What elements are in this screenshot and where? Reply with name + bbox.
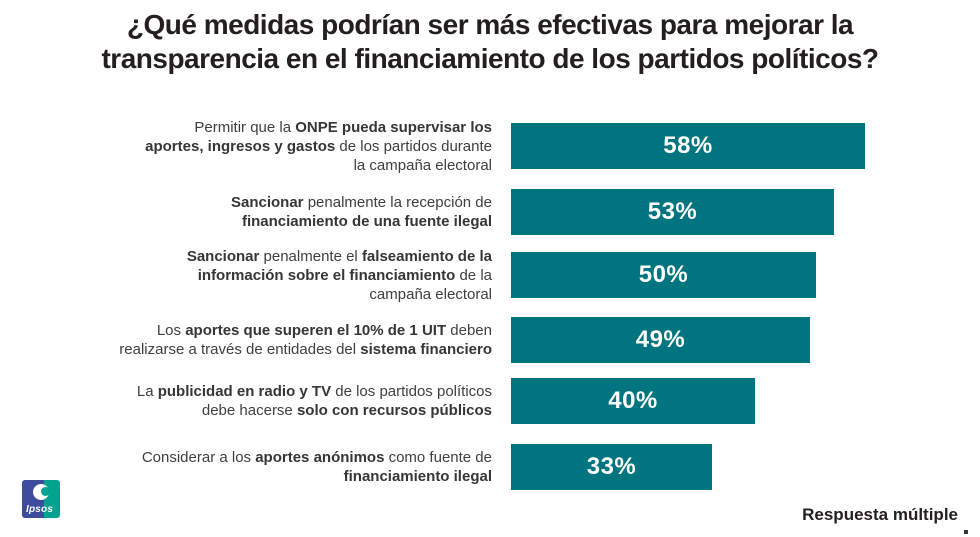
label-segment: ONPE pueda supervisar los aportes, ingre… [145, 118, 492, 155]
bar: 50% [511, 252, 816, 298]
label-segment: financiamiento ilegal [343, 468, 492, 485]
category-label: Permitir que la ONPE pueda supervisar lo… [0, 118, 492, 175]
category-label: Sancionar penalmente el falseamiento de … [0, 247, 492, 304]
label-segment: sistema financiero [360, 341, 492, 358]
chart-row: Los aportes que superen el 10% de 1 UIT … [0, 317, 980, 363]
label-segment: solo con recursos públicos [296, 402, 492, 419]
corner-dot [964, 530, 968, 534]
label-segment: aportes que superen el 10% de 1 UIT [185, 322, 447, 339]
bar: 49% [511, 317, 810, 363]
chart-row: La publicidad en radio y TV de los parti… [0, 378, 980, 424]
value-label: 53% [647, 198, 698, 225]
page-title: ¿Qué medidas podrían ser más efectivas p… [101, 9, 879, 74]
bar: 58% [511, 123, 865, 169]
bar: 40% [511, 378, 755, 424]
chart-row: Sancionar penalmente el falseamiento de … [0, 248, 980, 303]
value-label: 49% [635, 326, 686, 353]
ipsos-face-notch-icon [41, 487, 50, 496]
label-segment: Sancionar [231, 194, 304, 211]
value-label: 58% [663, 132, 713, 159]
label-segment: publicidad en radio y TV [157, 383, 332, 400]
label-segment: como fuente de [388, 449, 492, 466]
label-segment: falseamiento de la información sobre el … [197, 247, 492, 284]
footer-note: Respuesta múltiple [802, 505, 958, 524]
label-segment: penalmente el [259, 247, 362, 265]
value-label: 40% [608, 387, 658, 414]
category-label: Considerar a los aportes anónimos como f… [0, 448, 492, 486]
chart-row: Considerar a los aportes anónimos como f… [0, 444, 980, 490]
value-label: 33% [586, 453, 637, 480]
chart-row: Sancionar penalmente la recepción de fin… [0, 189, 980, 235]
value-label: 50% [638, 261, 689, 288]
bar: 53% [511, 189, 834, 235]
label-segment: La [136, 383, 158, 400]
label-segment: penalmente la recepción de [307, 194, 492, 211]
bar: 33% [511, 444, 712, 490]
label-segment: Permitir que la [194, 118, 296, 136]
category-label: Los aportes que superen el 10% de 1 UIT … [0, 321, 492, 359]
label-segment: financiamiento de una fuente ilegal [241, 213, 492, 230]
label-segment: deben realizarse a través de entidades d… [119, 322, 492, 358]
label-segment: de la campaña electoral [369, 266, 492, 303]
label-segment: de los partidos políticos debe hacerse [201, 383, 492, 419]
label-segment: aportes anónimos [255, 449, 385, 466]
chart-row: Permitir que la ONPE pueda supervisar lo… [0, 119, 980, 174]
ipsos-logo-label: Ipsos [26, 504, 54, 515]
category-label: La publicidad en radio y TV de los parti… [0, 382, 492, 420]
label-segment: Considerar a los [141, 449, 256, 466]
label-segment: Los [156, 322, 186, 339]
ipsos-logo: Ipsos [22, 480, 60, 518]
category-label: Sancionar penalmente la recepción de fin… [0, 193, 492, 231]
label-segment: de los partidos durante la campaña elect… [339, 137, 492, 174]
label-segment: Sancionar [186, 247, 260, 265]
